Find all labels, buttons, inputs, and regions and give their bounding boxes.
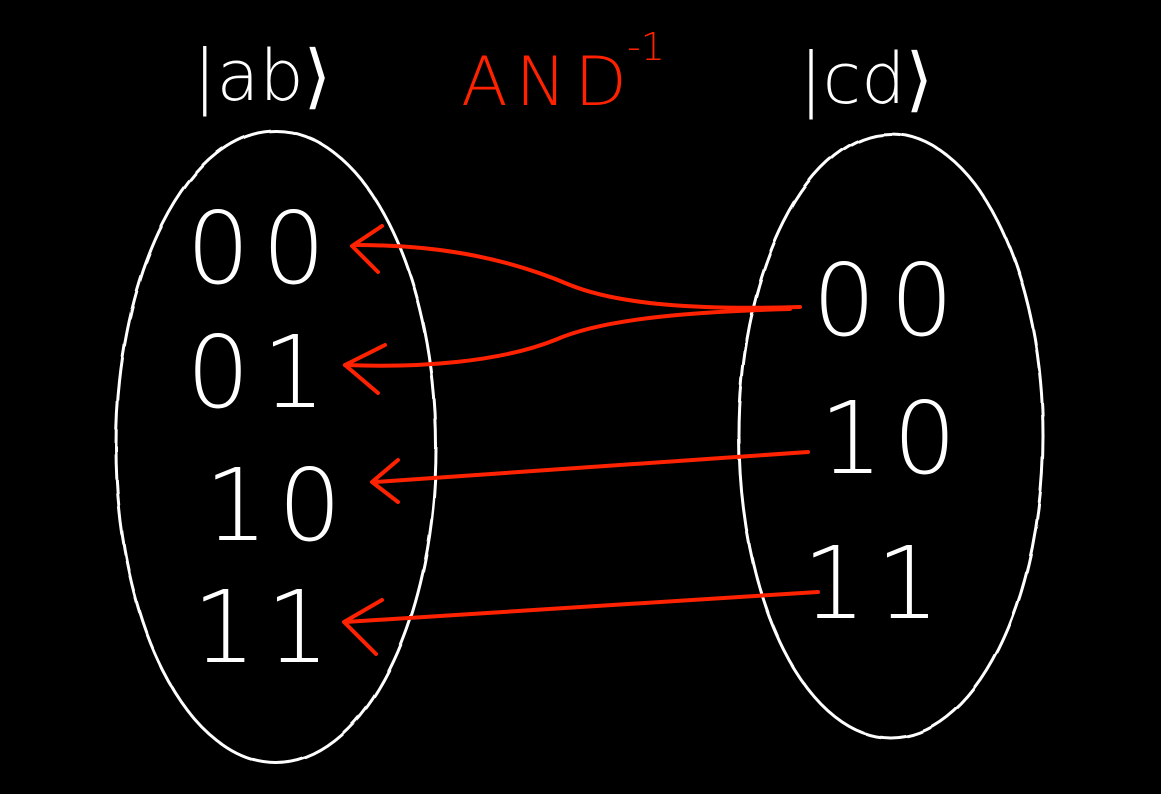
right-item-00: 00 [812,242,967,359]
left-item-00: 00 [186,190,337,307]
operator-exponent: -1 [627,25,665,69]
arrow-00-to-00 [353,243,802,310]
left-item-10: 10 [204,447,351,564]
arrow-00-to-01 [343,307,792,368]
right-set-label: |cd⟩ [799,38,933,120]
operator-label: AND [461,43,635,122]
arrowhead-11-to-11 [342,598,384,656]
right-item-11: 11 [802,525,949,642]
right-item-10: 10 [819,380,966,497]
left-set-label: |ab⟩ [193,35,331,117]
arrow-10-to-10 [373,450,810,484]
arrow-11-to-11 [343,590,820,624]
arrowhead-00-to-00 [350,224,384,274]
arrowhead-10-to-10 [370,458,400,504]
left-set-items: 00 01 10 11 [186,190,351,686]
left-set-ellipse [114,129,438,765]
right-set-ellipse [737,132,1045,740]
right-set-items: 00 10 11 [802,242,967,642]
left-item-11: 11 [192,569,339,686]
arrowhead-00-to-01 [343,343,387,395]
left-item-01: 01 [186,314,337,431]
